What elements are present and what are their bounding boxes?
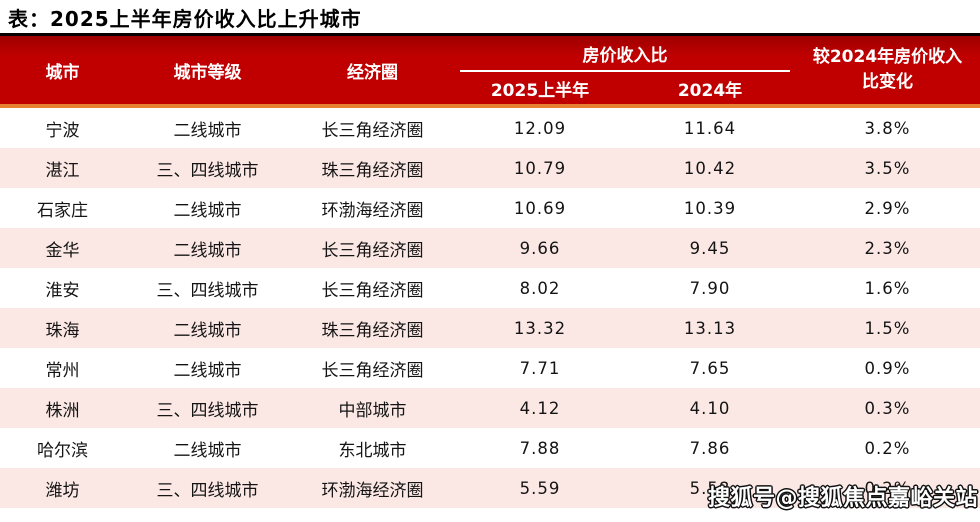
cell-city-tier: 三、四线城市: [156, 280, 259, 301]
cell-economic-zone: 珠三角经济圈: [321, 160, 424, 181]
cell-ratio-2025h1: 4.12: [519, 398, 561, 418]
table-row: 宁波 二线城市 长三角经济圈 12.09 11.64 3.8%: [0, 108, 980, 148]
cell-economic-zone: 珠三角经济圈: [321, 320, 424, 341]
cell-city: 哈尔滨: [37, 440, 88, 461]
cell-economic-zone: 环渤海经济圈: [321, 480, 424, 501]
cell-ratio-2025h1: 7.88: [519, 438, 561, 458]
table-row: 常州 二线城市 长三角经济圈 7.71 7.65 0.9%: [0, 348, 980, 388]
cell-ratio-2024: 7.90: [689, 278, 731, 298]
cell-economic-zone: 东北城市: [338, 440, 407, 461]
cell-change: 3.5%: [864, 158, 911, 178]
cell-ratio-2024: 7.65: [689, 358, 731, 378]
cell-ratio-2024: 9.45: [689, 238, 731, 258]
cell-ratio-2025h1: 7.71: [519, 358, 561, 378]
table-row: 哈尔滨 二线城市 东北城市 7.88 7.86 0.2%: [0, 428, 980, 468]
cell-city-tier: 二线城市: [173, 320, 242, 341]
cell-city-tier: 二线城市: [173, 360, 242, 381]
header-change-vs-2024: 较2024年房价收入 比变化: [795, 36, 980, 104]
header-economic-zone: 经济圈: [347, 62, 398, 83]
cell-city-tier: 二线城市: [173, 200, 242, 221]
cell-ratio-2025h1: 12.09: [513, 118, 567, 138]
cell-city-tier: 三、四线城市: [156, 160, 259, 181]
cell-economic-zone: 中部城市: [338, 400, 407, 421]
cell-economic-zone: 长三角经济圈: [321, 240, 424, 261]
cell-city: 金华: [45, 240, 80, 261]
cell-ratio-2024: 10.42: [683, 158, 737, 178]
header-city: 城市: [45, 62, 80, 83]
cell-city: 株洲: [45, 400, 80, 421]
cell-ratio-2025h1: 13.32: [513, 318, 567, 338]
cell-ratio-2025h1: 9.66: [519, 238, 561, 258]
cell-ratio-2025h1: 8.02: [519, 278, 561, 298]
cell-city: 珠海: [45, 320, 80, 341]
cell-change: 0.2%: [864, 478, 911, 498]
cell-city: 湛江: [45, 160, 80, 181]
cell-ratio-2025h1: 10.69: [513, 198, 567, 218]
cell-economic-zone: 长三角经济圈: [321, 120, 424, 141]
header-group-price-income-ratio: 房价收入比: [460, 36, 790, 72]
cell-change: 0.3%: [864, 398, 911, 418]
cell-city-tier: 三、四线城市: [156, 400, 259, 421]
cell-economic-zone: 长三角经济圈: [321, 280, 424, 301]
table-body: 宁波 二线城市 长三角经济圈 12.09 11.64 3.8% 湛江 三、四线城…: [0, 108, 980, 508]
header-2024: 2024年: [677, 80, 743, 101]
cell-ratio-2024: 13.13: [683, 318, 737, 338]
table-title: 表：2025上半年房价收入比上升城市: [8, 7, 362, 31]
table-row: 淮安 三、四线城市 长三角经济圈 8.02 7.90 1.6%: [0, 268, 980, 308]
header-change-line1: 较2024年房价收入: [812, 47, 963, 68]
cell-city-tier: 三、四线城市: [156, 480, 259, 501]
cell-city-tier: 二线城市: [173, 240, 242, 261]
cell-city: 宁波: [45, 120, 80, 141]
cell-ratio-2025h1: 5.59: [519, 478, 561, 498]
cell-city: 常州: [45, 360, 80, 381]
cell-ratio-2025h1: 10.79: [513, 158, 567, 178]
cell-change: 1.6%: [864, 278, 911, 298]
cell-city: 潍坊: [45, 480, 80, 501]
cell-ratio-2024: 11.64: [683, 118, 737, 138]
cell-economic-zone: 环渤海经济圈: [321, 200, 424, 221]
cell-economic-zone: 长三角经济圈: [321, 360, 424, 381]
header-2025-h1: 2025上半年: [490, 80, 590, 101]
cell-city-tier: 二线城市: [173, 440, 242, 461]
cell-ratio-2024: 5.58: [689, 478, 731, 498]
table-header: 城市 城市等级 经济圈 房价收入比 2025上半年 2024年 较2024年房价…: [0, 33, 980, 108]
cell-change: 2.9%: [864, 198, 911, 218]
header-city-tier: 城市等级: [173, 62, 242, 83]
cell-ratio-2024: 4.10: [689, 398, 731, 418]
table-row: 株洲 三、四线城市 中部城市 4.12 4.10 0.3%: [0, 388, 980, 428]
cell-change: 2.3%: [864, 238, 911, 258]
cell-city: 淮安: [45, 280, 80, 301]
cell-ratio-2024: 7.86: [689, 438, 731, 458]
table-row: 珠海 二线城市 珠三角经济圈 13.32 13.13 1.5%: [0, 308, 980, 348]
cell-change: 3.8%: [864, 118, 911, 138]
header-change-line2: 比变化: [862, 72, 913, 92]
table-row: 金华 二线城市 长三角经济圈 9.66 9.45 2.3%: [0, 228, 980, 268]
table-row: 湛江 三、四线城市 珠三角经济圈 10.79 10.42 3.5%: [0, 148, 980, 188]
housing-ratio-table: 城市 城市等级 经济圈 房价收入比 2025上半年 2024年 较2024年房价…: [0, 33, 980, 508]
cell-change: 0.2%: [864, 438, 911, 458]
cell-ratio-2024: 10.39: [683, 198, 737, 218]
cell-city-tier: 二线城市: [173, 120, 242, 141]
cell-city: 石家庄: [37, 200, 88, 221]
cell-change: 1.5%: [864, 318, 911, 338]
table-row: 潍坊 三、四线城市 环渤海经济圈 5.59 5.58 0.2%: [0, 468, 980, 508]
cell-change: 0.9%: [864, 358, 911, 378]
table-row: 石家庄 二线城市 环渤海经济圈 10.69 10.39 2.9%: [0, 188, 980, 228]
sohu-watermark: 搜狐号@搜狐焦点嘉峪关站: [707, 486, 978, 511]
